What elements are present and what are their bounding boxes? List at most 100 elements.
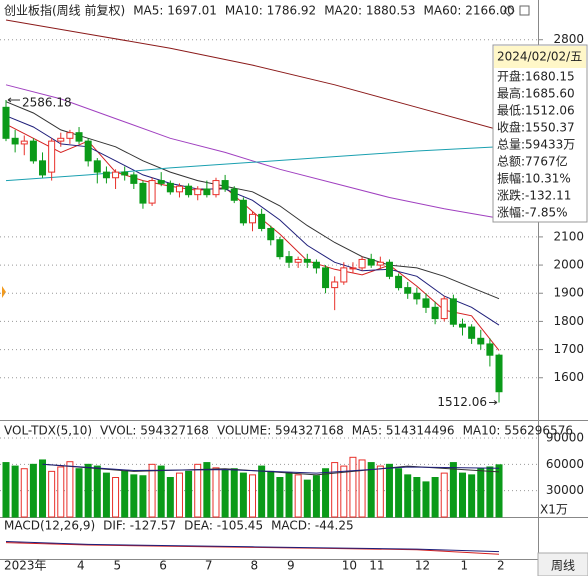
volume-bar bbox=[358, 459, 366, 518]
candle-body bbox=[48, 140, 56, 173]
volume-bar bbox=[66, 461, 74, 518]
volume-bar bbox=[239, 472, 247, 518]
volume-bar bbox=[48, 470, 56, 518]
ma-line bbox=[5, 19, 500, 131]
volume-bar bbox=[385, 463, 393, 518]
volume-bar bbox=[130, 474, 138, 518]
candle-body bbox=[11, 137, 19, 145]
candle-body bbox=[20, 140, 28, 145]
volume-bar bbox=[93, 465, 101, 518]
candle-body bbox=[29, 140, 37, 162]
candle-body bbox=[221, 180, 229, 190]
volume-bar bbox=[185, 470, 193, 518]
header-label: 创业板指(周线 前复权) bbox=[4, 3, 125, 18]
info-title: 2024/02/02/五 bbox=[497, 50, 582, 64]
header-label: MA10: 1786.92 bbox=[225, 4, 316, 18]
volume-bar bbox=[367, 462, 375, 518]
candle-body bbox=[468, 326, 476, 339]
volume-bar bbox=[322, 468, 330, 518]
candle-body bbox=[57, 137, 65, 142]
annotation-arrow bbox=[7, 97, 20, 103]
info-panel: 2024/02/02/五 开盘:1680.15 最高:1685.60 最低:1512… bbox=[492, 44, 588, 223]
period-label[interactable]: 周线 bbox=[551, 559, 575, 573]
candle-body bbox=[102, 171, 110, 179]
header-label: MACD(12,26,9) bbox=[4, 519, 95, 533]
candle-body bbox=[166, 182, 174, 193]
volume-bar bbox=[468, 474, 476, 518]
header-label: VVOL: 594327168 bbox=[100, 424, 209, 438]
annotation-arrow bbox=[489, 400, 498, 405]
volume-bar bbox=[139, 475, 147, 518]
volume-bar bbox=[57, 466, 65, 518]
annotation: 1512.06 bbox=[437, 395, 487, 409]
candle-body bbox=[358, 258, 366, 269]
volume-bar bbox=[267, 470, 275, 518]
candle-body bbox=[212, 180, 220, 196]
volume-bar bbox=[285, 472, 293, 518]
x-tick-label: 5 bbox=[114, 559, 122, 573]
candle-body bbox=[340, 267, 348, 283]
info-row: 总额:7767亿 bbox=[497, 154, 568, 169]
volume-bar bbox=[39, 459, 47, 518]
x-tick-label: 8 bbox=[251, 559, 259, 573]
square-icon[interactable] bbox=[519, 5, 530, 16]
volume-bar bbox=[340, 465, 348, 518]
diamond-icon[interactable] bbox=[503, 5, 515, 17]
y-tick-label: 60000 bbox=[546, 457, 584, 471]
header-label: VOL-TDX(5,10) bbox=[4, 424, 92, 438]
volume-bar bbox=[29, 463, 37, 518]
volume-bar bbox=[75, 468, 83, 518]
header-label: DIF: -127.57 bbox=[103, 519, 176, 533]
volume-bar bbox=[221, 469, 229, 518]
side-marker[interactable] bbox=[2, 286, 6, 298]
candle-body bbox=[440, 298, 448, 320]
ma-line bbox=[5, 146, 500, 182]
x-tick-label: 7 bbox=[205, 559, 213, 573]
candle-body bbox=[349, 267, 357, 270]
candle-body bbox=[422, 298, 430, 308]
info-row: 振幅:10.31% bbox=[497, 171, 571, 186]
volume-bar bbox=[20, 468, 28, 518]
candle-body bbox=[385, 261, 393, 277]
x-tick-label: 10 bbox=[342, 559, 357, 573]
volume-bar bbox=[404, 474, 412, 518]
header-label: VOLUME: 594327168 bbox=[217, 424, 344, 438]
candle-body bbox=[267, 227, 275, 241]
period-box[interactable] bbox=[537, 552, 588, 576]
info-row: 开盘:1680.15 bbox=[497, 69, 575, 84]
volume-bar bbox=[194, 463, 202, 518]
volume-bar bbox=[148, 463, 156, 518]
ma-line bbox=[5, 542, 500, 555]
candle-body bbox=[449, 298, 457, 325]
x-tick-label: 4 bbox=[77, 559, 85, 573]
ma-line bbox=[42, 463, 500, 474]
candle-body bbox=[294, 258, 302, 263]
info-row: 最低:1512.06 bbox=[497, 104, 575, 118]
volume-bar bbox=[249, 474, 257, 518]
x-tick-label: 2 bbox=[497, 559, 505, 573]
volume-bar bbox=[212, 467, 220, 518]
candle-body bbox=[148, 180, 156, 204]
y-tick-label: 1900 bbox=[553, 286, 584, 300]
volume-bar bbox=[276, 477, 284, 518]
candle-body bbox=[175, 185, 183, 193]
candle-body bbox=[285, 256, 293, 263]
candle-body bbox=[322, 267, 330, 289]
header-label: MA10: 556296576 bbox=[463, 424, 573, 438]
y-tick-label: 1700 bbox=[553, 342, 584, 356]
info-box bbox=[492, 44, 588, 223]
y-tick-label: 2800 bbox=[553, 32, 584, 46]
header-label: MA60: 2166.00 bbox=[424, 4, 515, 18]
annotation: 2586.18 bbox=[22, 95, 72, 109]
volume-bar bbox=[431, 477, 439, 518]
candle-body bbox=[157, 180, 165, 184]
volume-bar bbox=[376, 465, 384, 518]
volume-bar bbox=[495, 464, 503, 518]
info-row: 最高:1685.60 bbox=[497, 86, 575, 101]
candle-body bbox=[185, 185, 193, 196]
volume-bar bbox=[312, 475, 320, 518]
candle-body bbox=[84, 140, 92, 162]
volume-bar bbox=[294, 474, 302, 518]
volume-bar bbox=[2, 462, 10, 518]
